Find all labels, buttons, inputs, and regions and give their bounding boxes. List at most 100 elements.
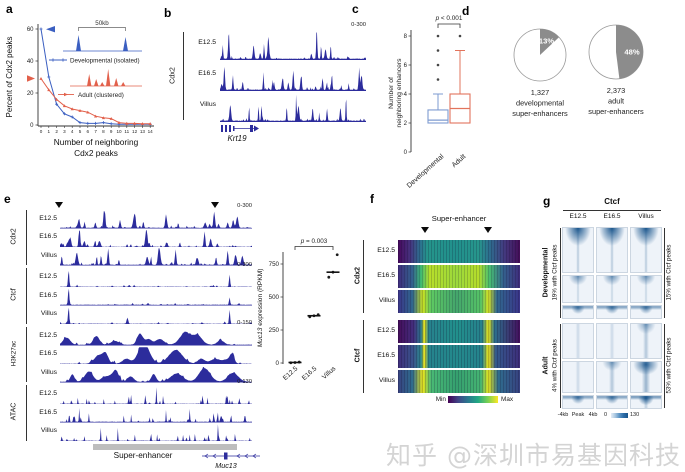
genome-track xyxy=(220,92,366,122)
svg-text:3: 3 xyxy=(63,129,66,134)
heatmap-row xyxy=(398,320,520,343)
track-range: 0-300 xyxy=(351,22,366,28)
heatmap-cell xyxy=(562,305,594,319)
track-label: E12.5 xyxy=(198,39,216,46)
heatmap-cell xyxy=(596,275,628,303)
heatmap-cell xyxy=(630,275,662,303)
svg-text:adult: adult xyxy=(608,97,624,106)
svg-text:0: 0 xyxy=(276,360,280,367)
svg-text:super-enhancers: super-enhancers xyxy=(512,109,568,118)
heatmap-cell xyxy=(630,227,662,273)
track-range: 0-150 xyxy=(237,320,252,326)
group-bracket xyxy=(26,268,27,324)
track-label: Villus xyxy=(40,252,57,259)
heatmap-cell xyxy=(562,323,594,359)
svg-text:4: 4 xyxy=(71,129,74,134)
track-label: Villus xyxy=(40,427,57,434)
row-group-percent-left: 4% with Ctcf peaks xyxy=(551,338,559,392)
heatmap-column-label: E16.5 xyxy=(603,213,621,220)
genome-track xyxy=(60,210,252,229)
track-label: E12.5 xyxy=(39,390,57,397)
gene-model-krt19 xyxy=(221,125,259,132)
svg-text:1: 1 xyxy=(48,129,51,134)
heatmap-row xyxy=(398,240,520,263)
heatmap-row xyxy=(398,370,520,393)
heatmap-row-label: Villus xyxy=(378,377,395,384)
svg-text:E16.5: E16.5 xyxy=(301,365,319,382)
svg-text:7: 7 xyxy=(94,129,97,134)
enhancer-marker-triangle xyxy=(211,202,219,208)
heatmap-row-label: E16.5 xyxy=(377,352,395,359)
track-group-label-cdx2: Cdx2 xyxy=(167,67,177,84)
heatmap-group-label-cdx2: Cdx2 xyxy=(354,266,362,285)
svg-text:Developmental (isolated): Developmental (isolated) xyxy=(70,57,140,64)
svg-text:500: 500 xyxy=(269,294,280,301)
boundary-triangle xyxy=(421,227,429,233)
heatmap-cell xyxy=(630,323,662,359)
track-range: 0-130 xyxy=(237,378,252,385)
panel-f: f Super-enhancer Cdx2 Ctcf E12.5 E16.5 V… xyxy=(354,190,526,425)
svg-text:9: 9 xyxy=(110,129,113,134)
group-bracket xyxy=(559,228,561,318)
row-group-label-adult: Adult xyxy=(542,356,550,374)
xaxis-label: 4kb xyxy=(588,412,598,418)
heatmap-cell xyxy=(630,395,662,409)
svg-text:20: 20 xyxy=(27,91,34,97)
xaxis-label: Peak xyxy=(571,412,585,418)
super-enhancer-label: Super-enhancer xyxy=(113,451,173,460)
heatmap-column-label: Villus xyxy=(638,213,654,220)
panel-g-label: g xyxy=(543,194,551,208)
svg-text:12: 12 xyxy=(132,129,138,134)
panel-a-label: a xyxy=(6,2,13,16)
svg-text:Muc13 expression (RPKM): Muc13 expression (RPKM) xyxy=(257,269,264,348)
heatmap-cell xyxy=(562,227,594,273)
track-group-label-atac: ATAC xyxy=(10,402,18,421)
heatmap-row xyxy=(398,265,520,288)
svg-text:8: 8 xyxy=(102,129,105,134)
heatmap-cell xyxy=(596,361,628,393)
svg-text:developmental: developmental xyxy=(516,99,564,108)
track-range: 0-300 xyxy=(237,203,252,209)
heatmap-cell xyxy=(596,395,628,409)
track-range: 0-300 xyxy=(237,261,252,268)
row-group-percent-left: 19% with Ctcf peaks xyxy=(551,243,559,301)
svg-text:5: 5 xyxy=(79,129,82,134)
svg-text:6: 6 xyxy=(87,129,90,134)
svg-text:Adult (clustered): Adult (clustered) xyxy=(78,92,124,99)
pie-charts-super-enhancers: 13%1,327developmentalsuper-enhancers48%2… xyxy=(512,24,644,118)
heatmap-column-label: E12.5 xyxy=(569,213,587,220)
gene-label: Muc13 xyxy=(215,461,237,470)
track-label: Villus xyxy=(40,369,57,376)
svg-text:250: 250 xyxy=(269,327,280,334)
heatmap-row-label: E12.5 xyxy=(377,327,395,334)
group-bracket xyxy=(26,210,27,265)
svg-text:0: 0 xyxy=(404,150,408,156)
svg-text:Number of: Number of xyxy=(388,77,395,109)
track-group-label-cdx2: Cdx2 xyxy=(10,228,18,245)
panel-e: e Cdx2 Ctcf H3K27ac ATAC E12.5 E16.5 Vil… xyxy=(2,190,264,471)
heatmap-cell xyxy=(596,323,628,359)
svg-text:50kb: 50kb xyxy=(95,20,109,27)
svg-text:Villus: Villus xyxy=(321,365,338,381)
xaxis-label: -4kb xyxy=(557,412,569,418)
group-bracket xyxy=(664,228,665,318)
genome-track xyxy=(60,327,252,346)
colorbar-min-label: Min xyxy=(435,396,446,403)
genome-track xyxy=(220,61,366,91)
svg-text:14: 14 xyxy=(148,129,154,134)
row-group-percent-right: 15% with Ctcf peaks xyxy=(665,243,673,301)
svg-text:750: 750 xyxy=(269,261,280,268)
panel-c-label: c xyxy=(352,2,359,16)
svg-text:10: 10 xyxy=(116,129,122,134)
genome-track xyxy=(60,404,252,423)
super-enhancer-bar xyxy=(93,444,237,450)
svg-text:13%: 13% xyxy=(539,37,554,46)
row-group-percent-right: 53% with Ctcf peaks xyxy=(665,336,673,394)
heatmap-cell xyxy=(596,227,628,273)
svg-text:0: 0 xyxy=(30,123,34,129)
heatmap-group-label-ctcf: Ctcf xyxy=(354,348,362,363)
colorbar-max-label: Max xyxy=(501,396,514,403)
heatmap-row-label: E12.5 xyxy=(377,247,395,254)
genome-track xyxy=(60,364,252,383)
track-group-label-h3k27ac: H3K27ac xyxy=(10,340,18,367)
